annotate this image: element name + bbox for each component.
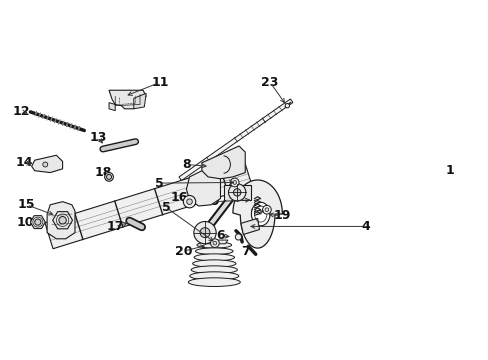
- Ellipse shape: [191, 266, 237, 274]
- Ellipse shape: [104, 172, 113, 181]
- Polygon shape: [109, 90, 146, 109]
- Circle shape: [285, 104, 289, 108]
- Polygon shape: [134, 93, 146, 109]
- Text: 19: 19: [273, 210, 290, 222]
- Text: 7: 7: [241, 245, 249, 258]
- Polygon shape: [30, 216, 45, 229]
- Circle shape: [262, 206, 271, 214]
- Polygon shape: [53, 212, 72, 229]
- Text: 18: 18: [94, 166, 111, 179]
- Text: 14: 14: [16, 156, 33, 169]
- Polygon shape: [47, 202, 75, 239]
- Text: 4: 4: [361, 220, 369, 233]
- Ellipse shape: [251, 202, 269, 226]
- Polygon shape: [45, 161, 252, 249]
- Ellipse shape: [188, 278, 240, 287]
- Text: 13: 13: [90, 131, 107, 144]
- Circle shape: [235, 234, 241, 240]
- Ellipse shape: [189, 272, 238, 280]
- Polygon shape: [109, 103, 115, 111]
- Text: 1: 1: [444, 164, 453, 177]
- Polygon shape: [32, 155, 62, 172]
- Circle shape: [230, 178, 239, 187]
- Circle shape: [264, 208, 268, 212]
- Text: 23: 23: [261, 76, 278, 89]
- Text: 16: 16: [170, 191, 187, 204]
- Circle shape: [228, 184, 245, 201]
- Text: 9: 9: [209, 195, 218, 208]
- Circle shape: [233, 189, 241, 196]
- Polygon shape: [179, 99, 292, 180]
- Ellipse shape: [192, 260, 236, 267]
- Text: 10: 10: [17, 216, 34, 229]
- Text: 5: 5: [250, 208, 258, 221]
- Polygon shape: [186, 171, 220, 206]
- Circle shape: [43, 162, 48, 167]
- Ellipse shape: [195, 248, 233, 255]
- Text: 6: 6: [216, 229, 224, 242]
- Polygon shape: [223, 185, 250, 200]
- Circle shape: [210, 239, 219, 247]
- Polygon shape: [200, 240, 227, 244]
- Circle shape: [232, 181, 236, 184]
- Circle shape: [193, 221, 216, 244]
- Text: 11: 11: [151, 76, 169, 89]
- Circle shape: [106, 175, 111, 179]
- Polygon shape: [202, 146, 245, 179]
- Circle shape: [59, 216, 66, 224]
- Circle shape: [35, 219, 41, 225]
- Circle shape: [200, 228, 209, 238]
- Ellipse shape: [194, 254, 234, 261]
- Text: 17: 17: [106, 220, 124, 233]
- Text: 5: 5: [155, 177, 163, 190]
- Ellipse shape: [197, 242, 231, 248]
- Circle shape: [213, 241, 216, 245]
- Text: 15: 15: [18, 198, 35, 211]
- Text: 12: 12: [12, 105, 30, 118]
- Polygon shape: [241, 219, 259, 234]
- Circle shape: [183, 195, 195, 208]
- Circle shape: [186, 199, 192, 204]
- Text: 8: 8: [182, 158, 190, 171]
- Text: 5: 5: [162, 201, 171, 214]
- Text: 20: 20: [174, 245, 192, 258]
- Polygon shape: [232, 180, 282, 248]
